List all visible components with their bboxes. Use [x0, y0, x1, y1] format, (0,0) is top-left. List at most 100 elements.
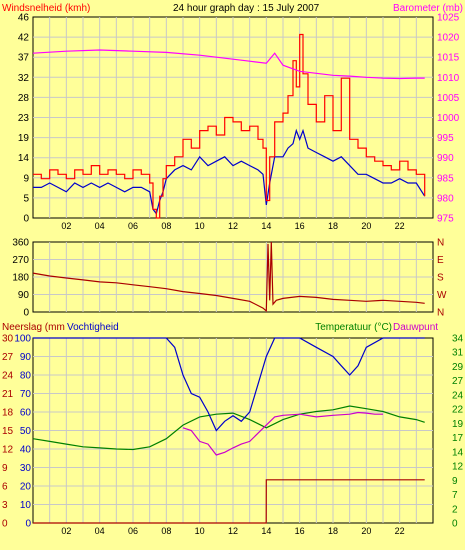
chart-title: 24 hour graph day : 15 July 2007	[173, 3, 320, 14]
barometer-axis-label: Barometer (mb)	[393, 3, 463, 14]
direction-panel-left-y-tick-label: 360	[12, 238, 29, 249]
wind-panel-left-y-tick-label: 28	[18, 93, 30, 104]
rain-y-tick-label: 18	[2, 408, 14, 419]
climate-panel-x-tick-label: 02	[61, 526, 71, 536]
temperature-y-tick-label: 29	[452, 362, 464, 373]
wind-panel-left-y-tick-label: 14	[18, 153, 30, 164]
climate-panel-x-tick-label: 20	[361, 526, 371, 536]
wind-panel-left-y-tick-label: 46	[18, 13, 30, 24]
temperature-y-tick-label: 31	[452, 348, 464, 359]
wind-panel-right-y-tick-label: 975	[437, 214, 454, 225]
wind-panel-right-y-tick-label: 1025	[437, 13, 460, 24]
dewpoint-axis-label: Dauwpunt	[393, 322, 438, 333]
rain-y-tick-label: 6	[2, 482, 8, 493]
wind-panel-right-y-tick-label: 990	[437, 153, 454, 164]
humidity-y-tick-label: 20	[20, 482, 32, 493]
wind-panel-right-y-tick-label: 1020	[437, 33, 460, 44]
humidity-y-tick-label: 90	[20, 352, 32, 363]
climate-panel-x-tick-label: 10	[195, 526, 205, 536]
wind-panel-left-y-tick-label: 37	[18, 53, 30, 64]
temperature-y-tick-label: 19	[452, 419, 464, 430]
wind-panel-left-y-tick-label: 32	[18, 73, 30, 84]
rain-y-tick-label: 21	[2, 389, 14, 400]
humidity-y-tick-label: 80	[20, 371, 32, 382]
climate-panel-x-tick-label: 14	[261, 526, 271, 536]
wind-direction-line	[32, 241, 425, 313]
humidity-y-tick-label: 10	[20, 500, 32, 511]
humidity-y-tick-label: 100	[14, 334, 31, 345]
climate-panel-x-tick-label: 04	[95, 526, 105, 536]
temperature-y-tick-label: 14	[452, 447, 464, 458]
temperature-y-tick-label: 34	[452, 334, 464, 345]
rain-line	[33, 479, 425, 524]
temperature-y-tick-label: 12	[452, 462, 464, 473]
rain-y-tick-label: 30	[2, 334, 14, 345]
temperature-y-tick-label: 2	[452, 504, 458, 515]
rain-y-tick-label: 12	[2, 445, 14, 456]
wind-panel-left-y-tick-label: 5	[23, 193, 29, 204]
wind-panel-x-tick-label: 04	[95, 221, 105, 231]
climate-panel-x-tick-label: 08	[161, 526, 171, 536]
wind-panel-left-y-tick-label: 23	[18, 113, 30, 124]
wind-panel-x-tick-label: 20	[361, 221, 371, 231]
direction-panel-right-y-tick-label: S	[437, 273, 444, 284]
rain-y-tick-label: 27	[2, 352, 14, 363]
wind-panel-x-tick-label: 08	[161, 221, 171, 231]
humidity-y-tick-label: 60	[20, 408, 32, 419]
temperature-y-tick-label: 24	[452, 390, 464, 401]
dewpoint-line	[182, 411, 383, 456]
direction-panel-right-y-tick-label: W	[437, 290, 447, 301]
climate-panel-x-tick-label: 06	[128, 526, 138, 536]
wind-panel-x-tick-label: 06	[128, 221, 138, 231]
wind-panel-x-tick-label: 02	[61, 221, 71, 231]
wind-axis-label: Windsnelheid (kmh)	[2, 3, 90, 14]
humidity-y-tick-label: 30	[20, 463, 32, 474]
rain-y-tick-label: 0	[2, 519, 8, 530]
climate-panel-x-tick-label: 22	[395, 526, 405, 536]
rain-axis-label: Neerslag (mm	[2, 322, 65, 333]
wind-panel-right-y-tick-label: 995	[437, 133, 454, 144]
wind-panel-right-y-tick-label: 1010	[437, 73, 460, 84]
temperature-y-tick-label: 9	[452, 476, 458, 487]
humidity-axis-label: Vochtigheid	[67, 322, 119, 333]
humidity-y-tick-label: 0	[25, 519, 31, 530]
humidity-y-tick-label: 70	[20, 389, 32, 400]
wind-panel-x-tick-label: 10	[195, 221, 205, 231]
wind-panel-x-tick-label: 18	[328, 221, 338, 231]
rain-y-tick-label: 9	[2, 463, 8, 474]
wind-panel-x-tick-label: 14	[261, 221, 271, 231]
climate-panel-x-tick-label: 18	[328, 526, 338, 536]
direction-panel-left-y-tick-label: 270	[12, 255, 29, 266]
wind-panel-right-y-tick-label: 1000	[437, 113, 460, 124]
temperature-axis-label: Temperatuur (°C)	[315, 322, 392, 333]
wind-panel-left-y-tick-label: 0	[23, 214, 29, 225]
humidity-line	[33, 337, 425, 432]
wind-panel-left-y-tick-label: 42	[18, 33, 30, 44]
climate-panel-x-tick-label: 16	[295, 526, 305, 536]
rain-y-tick-label: 24	[2, 371, 14, 382]
direction-panel-right-y-tick-label: N	[437, 238, 444, 249]
temperature-y-tick-label: 7	[452, 490, 458, 501]
wind-panel-x-tick-label: 12	[228, 221, 238, 231]
climate-panel-x-tick-label: 12	[228, 526, 238, 536]
direction-panel-left-y-tick-label: 180	[12, 273, 29, 284]
wind-panel-right-y-tick-label: 985	[437, 173, 454, 184]
wind-average-line	[33, 128, 426, 215]
rain-y-tick-label: 3	[2, 500, 8, 511]
wind-panel-x-tick-label: 22	[395, 221, 405, 231]
direction-panel-left-y-tick-label: 0	[23, 308, 29, 319]
wind-speed-line	[33, 33, 426, 219]
direction-panel-right-y-tick-label: E	[437, 255, 444, 266]
barometer-line	[32, 49, 425, 80]
wind-panel-x-tick-label: 16	[295, 221, 305, 231]
wind-panel-right-y-tick-label: 1005	[437, 93, 460, 104]
temperature-y-tick-label: 17	[452, 433, 464, 444]
temperature-y-tick-label: 22	[452, 405, 464, 416]
wind-panel-left-y-tick-label: 19	[18, 133, 30, 144]
humidity-y-tick-label: 40	[20, 445, 32, 456]
direction-panel-right-y-tick-label: N	[437, 308, 444, 319]
temperature-line	[32, 405, 425, 451]
temperature-y-tick-label: 27	[452, 376, 464, 387]
